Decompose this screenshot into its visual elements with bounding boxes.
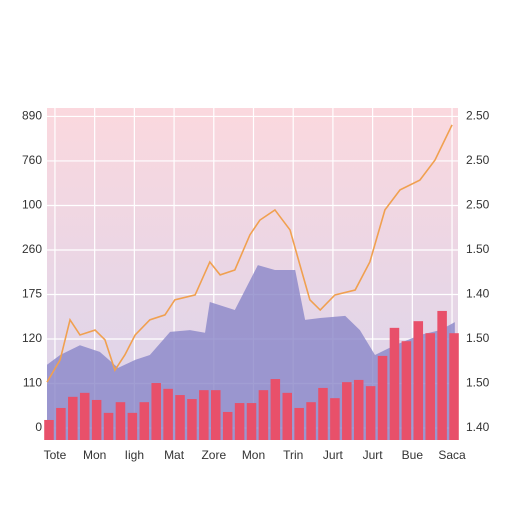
y-tick-label: 760 [22, 153, 42, 167]
bar [365, 386, 376, 440]
bar [437, 310, 447, 440]
bar [199, 390, 209, 440]
bar [44, 419, 54, 440]
bar [175, 395, 185, 440]
x-tick-label: Mat [164, 448, 185, 462]
bar [294, 407, 304, 440]
bar [234, 403, 245, 440]
x-tick-label: Bue [402, 448, 424, 462]
y-tick-label: 0 [35, 420, 42, 434]
bar [353, 379, 364, 440]
bar [115, 402, 126, 440]
bar [56, 407, 66, 440]
bar [91, 399, 102, 440]
x-tick-label: Zore [201, 448, 226, 462]
bar [187, 399, 197, 440]
y2-tick-label: 2.50 [466, 198, 490, 212]
bar [413, 321, 424, 440]
line [46, 124, 453, 383]
area [47, 265, 455, 440]
bar [318, 387, 328, 440]
bar [389, 327, 400, 440]
bar [246, 403, 257, 440]
bar [306, 402, 316, 440]
x-tick-label: Jurt [363, 448, 384, 462]
bar [425, 333, 435, 440]
bar [377, 355, 388, 440]
y-tick-label: 890 [22, 109, 42, 123]
y2-tick-label: 1.50 [466, 331, 490, 345]
x-tick-label: Jurt [323, 448, 344, 462]
y-tick-label: 100 [22, 198, 42, 212]
y2-tick-label: 1.40 [466, 287, 490, 301]
bar [449, 333, 459, 440]
bar [222, 411, 233, 440]
y2-tick-label: 1.40 [466, 420, 490, 434]
bar [127, 412, 138, 440]
y-tick-label: 175 [22, 287, 42, 301]
y2-tick-label: 1.50 [466, 242, 490, 256]
bar [79, 392, 90, 440]
bar [139, 402, 150, 440]
bar [103, 412, 114, 440]
bar [270, 379, 281, 440]
x-tick-label: Mon [242, 448, 265, 462]
bar [330, 398, 340, 440]
y2-tick-label: 1.50 [466, 376, 490, 390]
y2-tick-label: 2.50 [466, 153, 490, 167]
bar [211, 390, 221, 440]
bar [342, 382, 352, 440]
x-tick-label: Iigh [125, 448, 144, 462]
bar [151, 383, 161, 440]
bar [163, 388, 173, 440]
y-tick-label: 260 [22, 242, 42, 256]
x-tick-label: Saca [438, 448, 466, 462]
y-tick-label: 120 [22, 331, 42, 345]
bar [282, 392, 293, 440]
x-tick-label: Trin [283, 448, 303, 462]
bar [258, 390, 269, 440]
y2-tick-label: 2.50 [466, 109, 490, 123]
bar [401, 341, 412, 440]
x-tick-label: Tote [44, 448, 67, 462]
y-tick-label: 110 [23, 376, 42, 390]
bar [68, 396, 78, 440]
x-tick-label: Mon [83, 448, 106, 462]
